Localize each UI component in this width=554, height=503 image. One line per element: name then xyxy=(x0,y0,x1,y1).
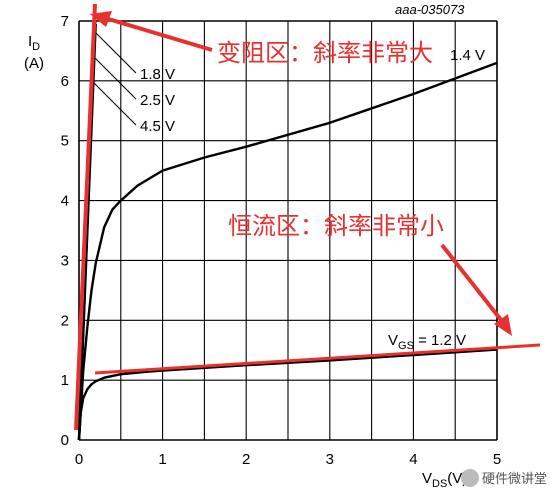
wechat-icon xyxy=(461,469,479,487)
x-tick-label: 0 xyxy=(75,451,83,468)
x-tick-label: 3 xyxy=(326,451,334,468)
x-tick-label: 4 xyxy=(409,451,417,468)
label-leader-line xyxy=(92,81,137,126)
y-tick-label: 4 xyxy=(61,193,69,210)
series-label: 4.5 V xyxy=(140,118,175,135)
y-tick-label: 2 xyxy=(61,312,69,329)
series-line xyxy=(77,348,498,441)
y-tick-label: 3 xyxy=(61,252,69,269)
x-tick-label: 5 xyxy=(493,451,501,468)
annotation-constant-region: 恒流区：斜率非常小 xyxy=(228,212,444,240)
tick-labels: 0 1 2 3 4 5 0 1 2 3 4 5 6 7 xyxy=(61,13,502,468)
series-line xyxy=(77,61,498,441)
curve-labels: VGS = 1.2 V 1.4 V 1.8 V 2.5 V 4.5 V xyxy=(92,29,485,352)
x-axis-label: VDS(V) xyxy=(422,470,467,490)
series-label: 1.8 V xyxy=(140,66,175,83)
label-leader-line xyxy=(92,55,137,100)
arrow-constant-region xyxy=(440,243,507,327)
y-tick-label: 6 xyxy=(61,73,69,90)
y-tick-label: 5 xyxy=(61,133,69,150)
arrow-variable-region xyxy=(104,16,213,52)
y-axis-unit: (A) xyxy=(24,55,44,72)
y-tick-label: 0 xyxy=(61,432,69,449)
annotation-arrows xyxy=(74,3,541,431)
red-flat-line xyxy=(94,343,541,375)
series-label: 2.5 V xyxy=(140,92,175,109)
arrow-head-variable-region xyxy=(90,11,112,27)
y-tick-label: 7 xyxy=(61,13,69,30)
x-tick-label: 1 xyxy=(158,451,166,468)
label-leader-line xyxy=(92,29,137,74)
figure-code: aaa-035073 xyxy=(395,2,465,17)
y-tick-label: 1 xyxy=(61,372,69,389)
watermark: 硬件微讲堂 xyxy=(461,469,547,487)
arrow-head-constant-region xyxy=(494,314,512,336)
watermark-text: 硬件微讲堂 xyxy=(482,472,547,487)
red-steep-line xyxy=(74,3,97,431)
annotation-variable-region: 变阻区：斜率非常大 xyxy=(217,39,433,67)
series-label-vgs-1-2: VGS = 1.2 V xyxy=(388,332,466,352)
y-axis-label: ID xyxy=(28,33,40,53)
grid xyxy=(78,20,498,441)
x-tick-label: 2 xyxy=(242,451,250,468)
series-label-1-4: 1.4 V xyxy=(450,47,485,64)
